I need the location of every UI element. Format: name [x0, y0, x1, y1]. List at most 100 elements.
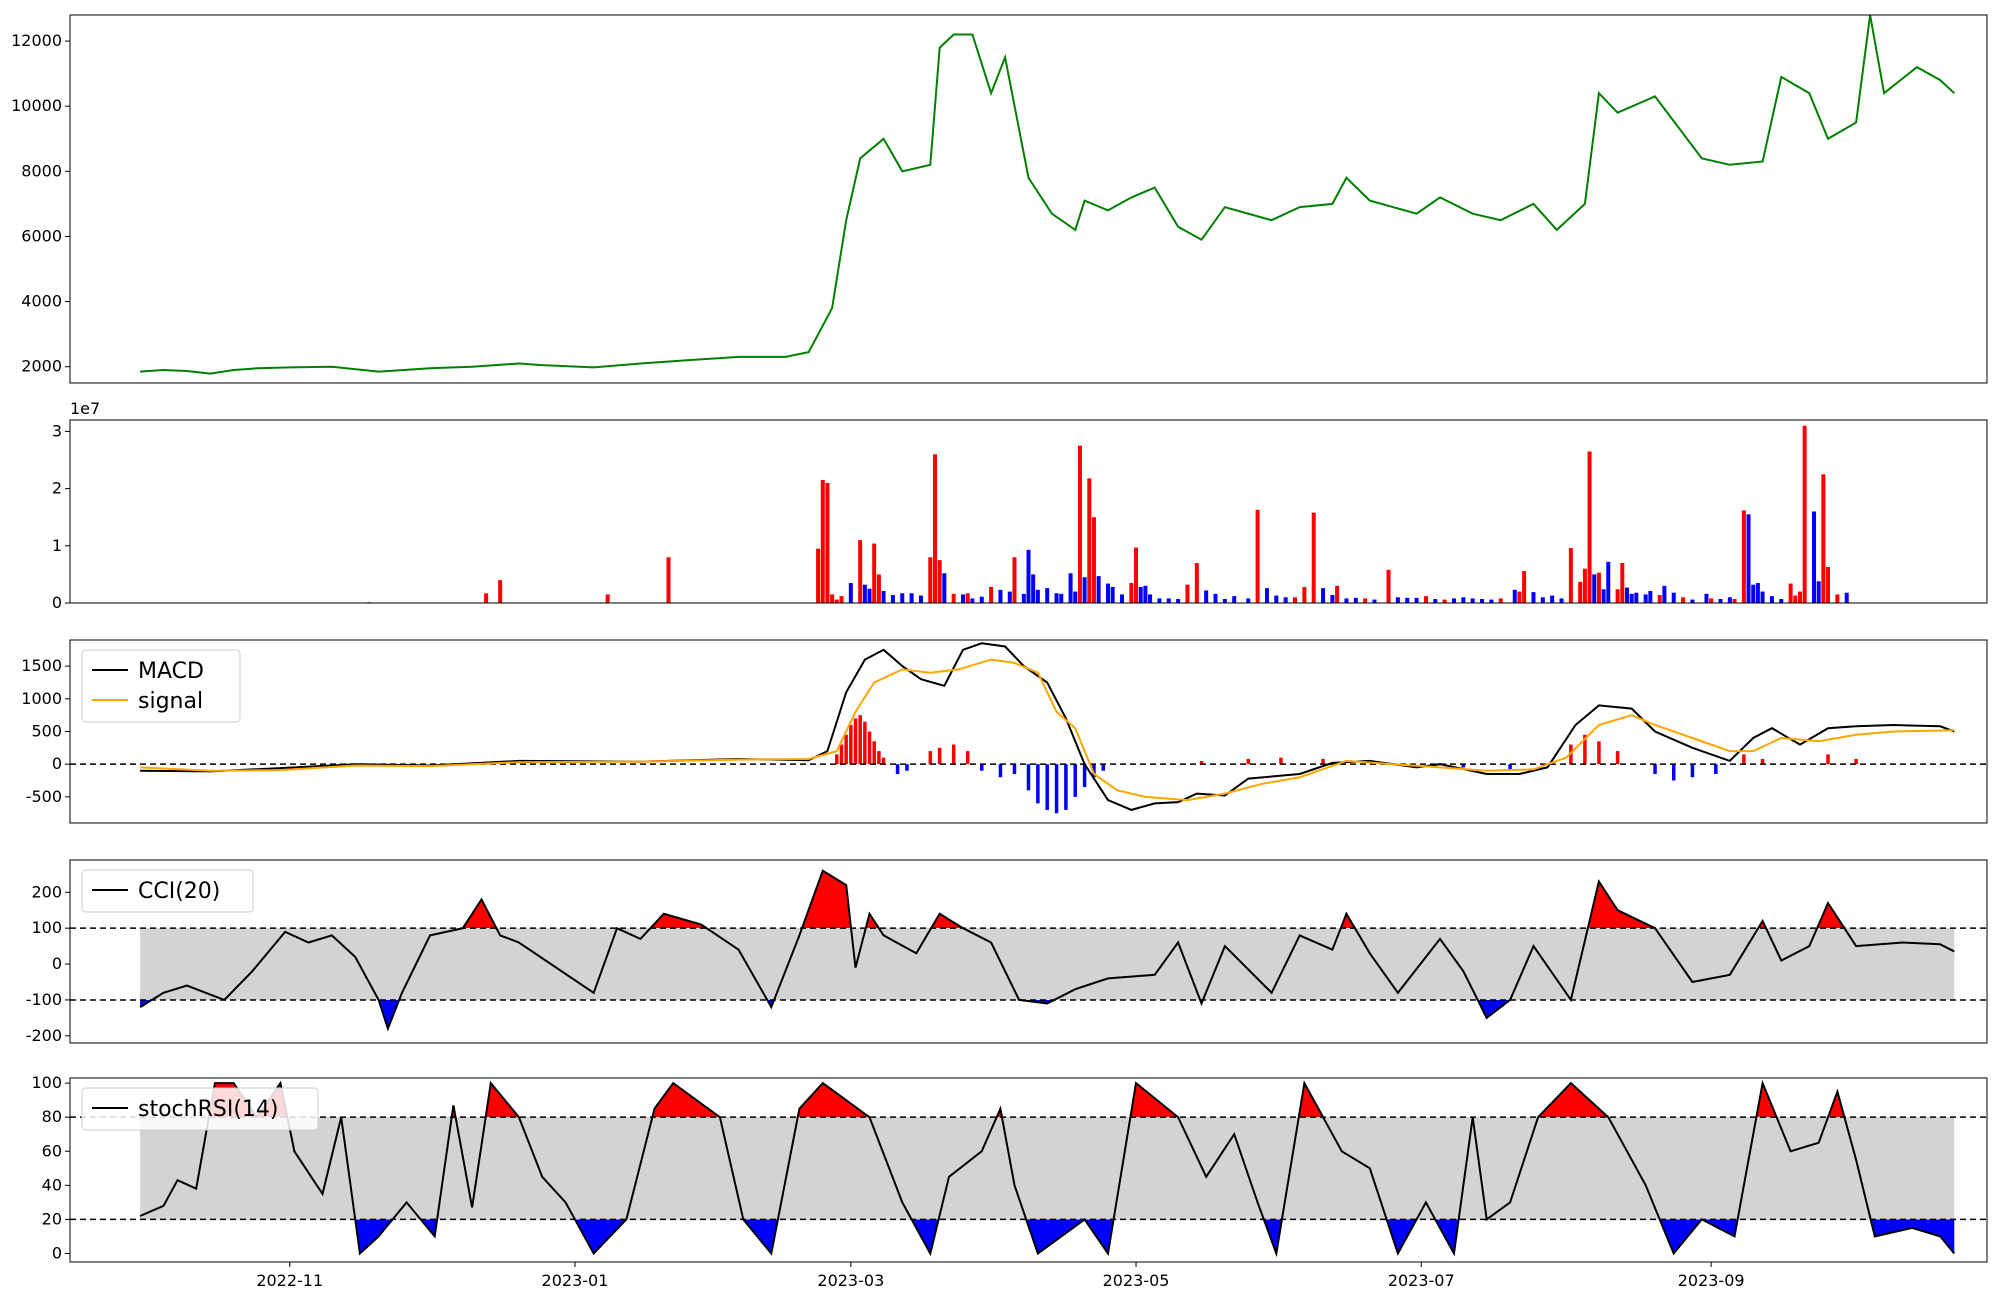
macd-histogram-bar	[839, 744, 844, 765]
volume-bar	[872, 543, 877, 603]
volume-bar	[1414, 597, 1419, 603]
volume-bar	[1054, 593, 1059, 603]
volume-bar	[858, 540, 863, 603]
volume-bar	[1293, 597, 1298, 603]
y-tick-label: 500	[31, 722, 62, 741]
macd-histogram-bar	[1690, 764, 1695, 778]
volume-bar	[1844, 592, 1849, 603]
y-tick-label: -100	[26, 990, 62, 1009]
macd-histogram-bar	[1045, 764, 1049, 810]
volume-bar	[1246, 598, 1251, 603]
volume-bar	[900, 593, 905, 603]
neutral-band	[140, 1117, 1955, 1220]
macd-histogram-bar	[1760, 758, 1765, 765]
oscillator-line	[139, 1079, 1956, 1258]
legend-label: stochRSI(14)	[138, 1097, 279, 1122]
volume-bar	[1489, 599, 1494, 603]
volume-bar	[1788, 583, 1793, 603]
volume-bar	[605, 594, 610, 603]
volume-bar	[1480, 598, 1485, 603]
volume-bar	[1222, 598, 1227, 603]
volume-bar	[1779, 598, 1784, 603]
plot-frame	[69, 859, 1988, 1044]
y-tick-label: 1000	[21, 689, 62, 708]
volume-bar	[1442, 599, 1447, 603]
volume-bar	[1451, 598, 1456, 603]
y-tick-label: 200	[31, 882, 62, 901]
y-tick-label: -200	[26, 1026, 62, 1045]
volume-bar	[1769, 596, 1774, 603]
volume-bar	[1760, 591, 1765, 603]
volume-bar	[1751, 584, 1756, 603]
volume-bar	[1582, 568, 1587, 603]
volume-bar	[484, 593, 489, 603]
macd-histogram-bar	[951, 744, 956, 765]
volume-bar	[1746, 514, 1751, 603]
macd-histogram-bar	[858, 715, 862, 765]
x-tick-label: 2023-01	[542, 1271, 609, 1290]
plot-frame	[69, 1077, 1988, 1263]
volume-bar	[909, 593, 914, 603]
volume-bar	[1498, 598, 1503, 603]
volume-bar	[1681, 597, 1686, 603]
volume-bar	[1648, 590, 1653, 603]
volume-bar	[937, 560, 942, 603]
volume-bar	[1797, 591, 1802, 603]
volume-bar	[1620, 562, 1625, 603]
volume-bar	[1353, 597, 1358, 603]
y-tick-label: 8000	[21, 161, 62, 180]
macd-histogram-bar	[1054, 764, 1059, 814]
macd-histogram-bar	[1742, 754, 1746, 765]
stochrsi-panel: 0 20 40 60 80 100 stochRSI(14)	[31, 1073, 1988, 1263]
plot-frame	[69, 639, 1988, 824]
macd-histogram-bar	[1073, 764, 1078, 797]
volume-bar	[1690, 599, 1695, 603]
volume-bar	[867, 588, 872, 603]
volume-bar	[1134, 547, 1139, 603]
macd-histogram-bar	[1671, 764, 1676, 781]
date-axis: 2022-11 2023-01 2023-03 2023-05 2023-07 2023-…	[256, 1262, 1745, 1290]
volume-bar	[825, 482, 830, 603]
volume-bar	[1035, 589, 1040, 603]
macd-histogram-bar	[1597, 741, 1601, 765]
volume-bar	[1512, 589, 1517, 603]
y-tick-label: -500	[26, 787, 62, 806]
volume-bar	[1741, 510, 1746, 603]
macd-histogram-bar	[1583, 734, 1587, 765]
volume-bar	[1592, 574, 1597, 603]
volume-bar	[1138, 586, 1143, 603]
volume-bar	[979, 596, 984, 603]
plot-frame	[69, 419, 1988, 604]
macd-histogram-bar	[928, 751, 933, 765]
macd-histogram-bar	[1246, 758, 1251, 765]
macd-histogram-bar	[937, 747, 942, 765]
volume-bar	[1395, 597, 1400, 603]
volume-bar	[1615, 589, 1620, 603]
y-tick-label: 12000	[11, 31, 62, 50]
y-tick-label: 4000	[21, 292, 62, 311]
volume-bar	[1363, 598, 1368, 603]
volume-bar	[1311, 512, 1316, 603]
macd-histogram-bar	[853, 718, 858, 765]
volume-bar	[1433, 598, 1438, 603]
volume-bar	[1470, 598, 1475, 603]
x-tick-label: 2022-11	[256, 1271, 323, 1290]
price-line	[140, 14, 1955, 375]
volume-bar	[928, 557, 933, 603]
volume-bar	[1461, 597, 1466, 603]
macd-histogram-bar	[1279, 757, 1283, 765]
volume-bar	[1096, 576, 1101, 603]
y-tick-label: 10000	[11, 96, 62, 115]
legend-box	[81, 1087, 319, 1131]
macd-histogram-bar	[1826, 754, 1830, 765]
volume-bar	[1143, 585, 1148, 603]
y-tick-label: 40	[42, 1175, 62, 1194]
volume-bar	[1816, 581, 1821, 603]
volume-bar	[1732, 598, 1737, 603]
volume-bar	[1550, 595, 1555, 603]
volume-bar	[876, 574, 881, 603]
macd-histogram-bar	[1036, 764, 1040, 804]
volume-bar	[1007, 591, 1012, 603]
y-tick-label: 0	[52, 954, 62, 973]
volume-bar	[1727, 597, 1732, 603]
